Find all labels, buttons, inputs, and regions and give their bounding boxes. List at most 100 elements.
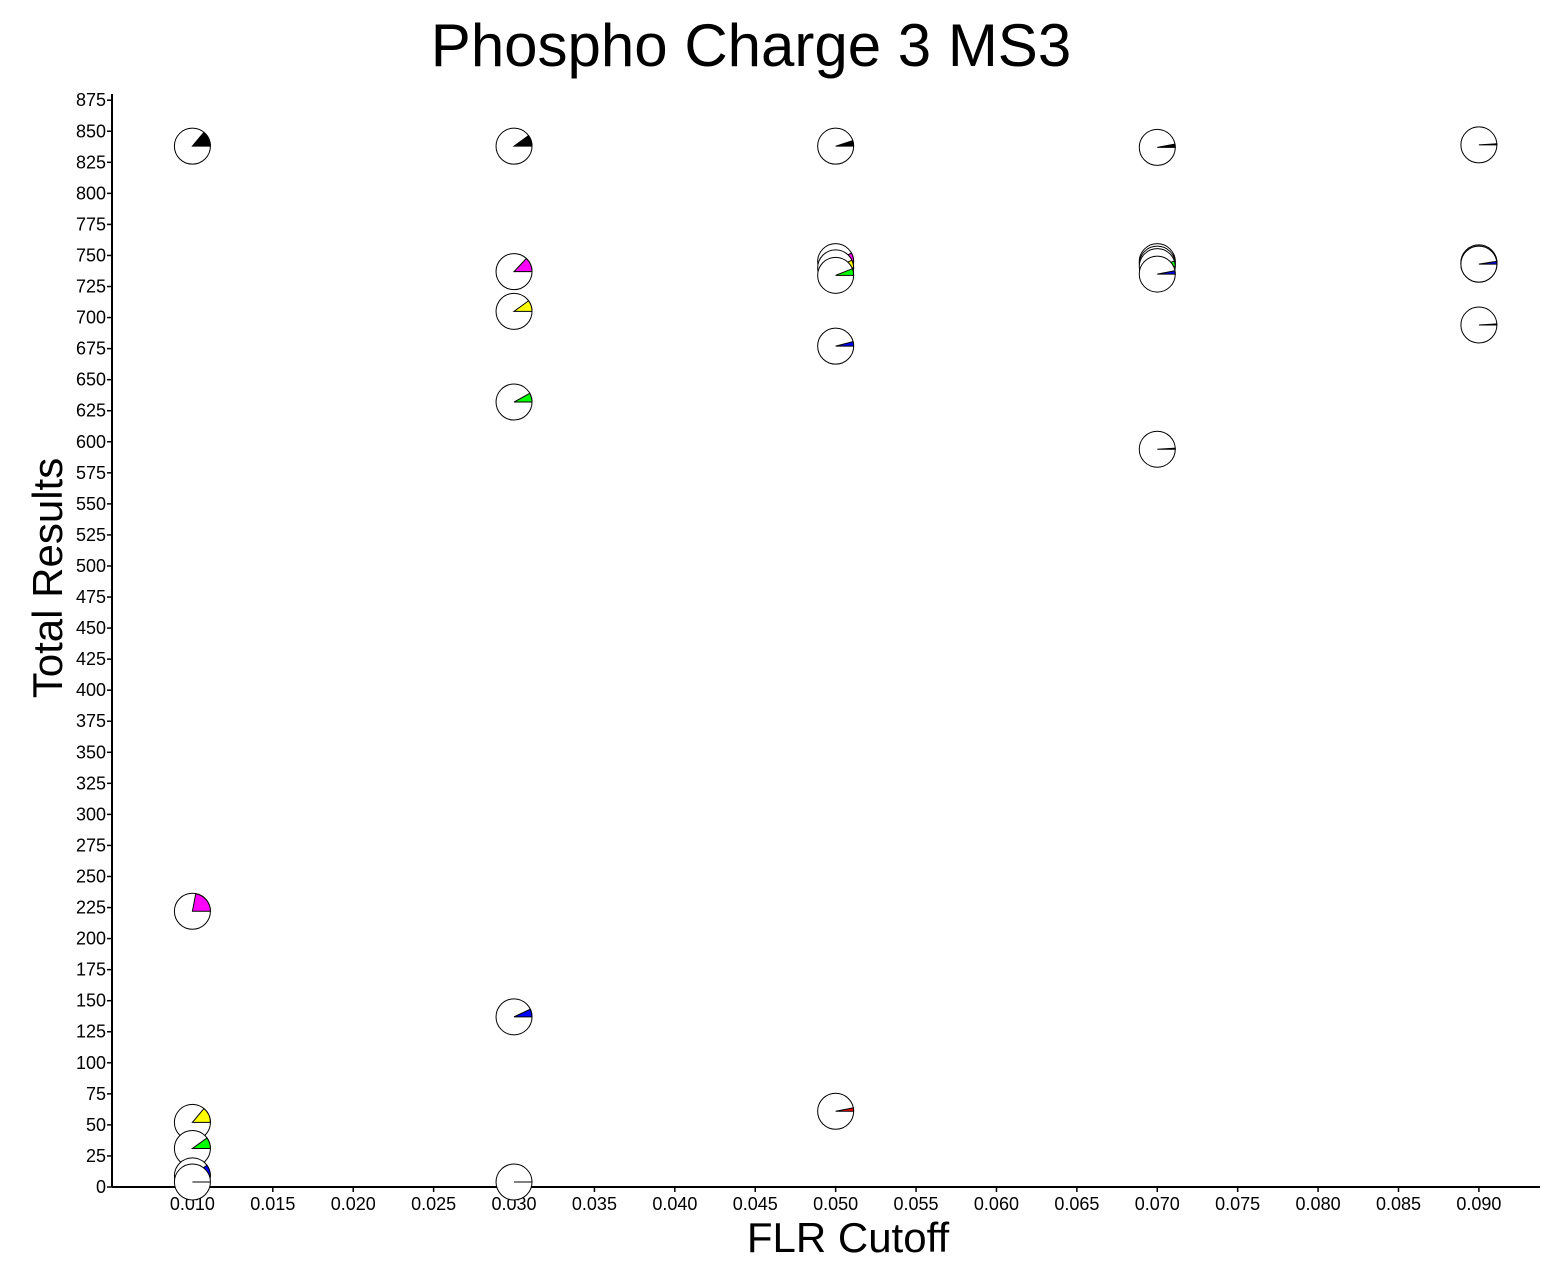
x-tick-label: 0.035 bbox=[572, 1194, 617, 1214]
x-tick-label: 0.050 bbox=[813, 1194, 858, 1214]
y-tick-label: 350 bbox=[76, 742, 106, 762]
y-tick-label: 575 bbox=[76, 463, 106, 483]
pie-marker-slice bbox=[191, 892, 211, 912]
y-tick-label: 875 bbox=[76, 90, 106, 110]
pie-marker-slice bbox=[190, 1137, 211, 1149]
pie-marker-slice bbox=[512, 300, 533, 312]
x-tick-label: 0.090 bbox=[1456, 1194, 1501, 1214]
y-tick-label: 675 bbox=[76, 339, 106, 359]
y-tick-label: 700 bbox=[76, 308, 106, 328]
pie-marker bbox=[495, 383, 533, 421]
pie-marker-slice bbox=[1478, 323, 1498, 326]
y-tick-label: 800 bbox=[76, 183, 106, 203]
x-tick-label: 0.030 bbox=[492, 1194, 537, 1214]
pie-marker bbox=[1138, 128, 1176, 166]
y-tick-label: 150 bbox=[76, 991, 106, 1011]
pie-marker-slice bbox=[835, 139, 855, 147]
y-tick-label: 300 bbox=[76, 804, 106, 824]
y-tick-label: 850 bbox=[76, 121, 106, 141]
x-tick-label: 0.055 bbox=[894, 1194, 939, 1214]
pie-marker bbox=[1138, 255, 1176, 293]
y-tick-label: 825 bbox=[76, 152, 106, 172]
pie-marker bbox=[817, 1092, 855, 1130]
x-axis-ticks: 0.010 0.015 0.020 0.025 0.030 0.035 0.040 0.045… bbox=[170, 1187, 1501, 1214]
pie-marker-slice bbox=[512, 257, 533, 273]
pie-marker-slice bbox=[1478, 260, 1498, 265]
pie-marker bbox=[1460, 245, 1498, 283]
y-tick-label: 225 bbox=[76, 898, 106, 918]
y-tick-label: 750 bbox=[76, 245, 106, 265]
pie-marker-slice bbox=[835, 268, 855, 276]
y-tick-label: 600 bbox=[76, 432, 106, 452]
y-tick-label: 525 bbox=[76, 525, 106, 545]
y-tick-label: 100 bbox=[76, 1053, 106, 1073]
y-tick-label: 200 bbox=[76, 929, 106, 949]
x-tick-label: 0.070 bbox=[1135, 1194, 1180, 1214]
y-tick-label: 775 bbox=[76, 214, 106, 234]
x-tick-label: 0.065 bbox=[1054, 1194, 1099, 1214]
pie-marker bbox=[495, 127, 533, 165]
pie-marker-slice bbox=[835, 1107, 855, 1112]
pie-marker-slice bbox=[513, 392, 533, 403]
pie-marker bbox=[495, 253, 533, 291]
y-tick-label: 175 bbox=[76, 960, 106, 980]
y-tick-label: 250 bbox=[76, 866, 106, 886]
y-tick-label: 725 bbox=[76, 277, 106, 297]
y-tick-label: 50 bbox=[86, 1115, 106, 1135]
pie-marker bbox=[173, 127, 211, 165]
pie-marker bbox=[173, 1103, 211, 1141]
pie-marker bbox=[817, 327, 855, 365]
y-tick-label: 425 bbox=[76, 649, 106, 669]
pie-marker-slice bbox=[1157, 143, 1176, 148]
y-tick-label: 475 bbox=[76, 587, 106, 607]
x-tick-label: 0.020 bbox=[331, 1194, 376, 1214]
x-tick-label: 0.075 bbox=[1215, 1194, 1260, 1214]
pie-markers bbox=[173, 126, 1498, 1201]
x-tick-label: 0.025 bbox=[411, 1194, 456, 1214]
y-tick-label: 0 bbox=[96, 1177, 106, 1197]
pie-marker bbox=[173, 892, 211, 930]
pie-marker-slice bbox=[1478, 143, 1498, 146]
pie-marker bbox=[495, 998, 533, 1036]
x-tick-label: 0.060 bbox=[974, 1194, 1019, 1214]
x-tick-label: 0.085 bbox=[1376, 1194, 1421, 1214]
pie-marker-slice bbox=[191, 1107, 211, 1123]
y-tick-label: 125 bbox=[76, 1022, 106, 1042]
x-tick-label: 0.015 bbox=[250, 1194, 295, 1214]
pie-marker bbox=[173, 1163, 211, 1201]
pie-marker bbox=[1460, 306, 1498, 344]
pie-marker-slice bbox=[835, 341, 855, 347]
pie-marker bbox=[817, 256, 855, 294]
x-tick-label: 0.080 bbox=[1296, 1194, 1341, 1214]
y-tick-label: 325 bbox=[76, 773, 106, 793]
pie-marker bbox=[1460, 126, 1498, 164]
pie-marker bbox=[817, 127, 855, 165]
x-tick-label: 0.010 bbox=[170, 1194, 215, 1214]
y-tick-label: 275 bbox=[76, 835, 106, 855]
y-axis-label: Total Results bbox=[24, 458, 71, 698]
pie-marker-slice bbox=[1157, 447, 1176, 450]
y-tick-label: 400 bbox=[76, 680, 106, 700]
y-axis-ticks: 0 25 50 75 100 125 150 175 200 225 250 275 300 325 350… bbox=[76, 90, 112, 1197]
pie-marker-slice bbox=[1157, 270, 1176, 275]
y-tick-label: 25 bbox=[86, 1146, 106, 1166]
x-tick-label: 0.040 bbox=[652, 1194, 697, 1214]
pie-marker bbox=[495, 1163, 533, 1201]
y-tick-label: 625 bbox=[76, 401, 106, 421]
x-tick-label: 0.045 bbox=[733, 1194, 778, 1214]
pie-marker bbox=[495, 292, 533, 330]
y-tick-label: 375 bbox=[76, 711, 106, 731]
y-tick-label: 75 bbox=[86, 1084, 106, 1104]
x-axis-label: FLR Cutoff bbox=[747, 1214, 950, 1261]
y-tick-label: 450 bbox=[76, 618, 106, 638]
y-tick-label: 500 bbox=[76, 556, 106, 576]
chart-title: Phospho Charge 3 MS3 bbox=[431, 12, 1071, 79]
pie-marker-slice bbox=[512, 134, 533, 147]
pie-marker-slice bbox=[513, 1008, 533, 1018]
y-tick-label: 650 bbox=[76, 370, 106, 390]
pie-marker-slice bbox=[191, 131, 211, 147]
pie-marker bbox=[173, 1129, 211, 1167]
y-tick-label: 550 bbox=[76, 494, 106, 514]
pie-marker bbox=[1138, 430, 1176, 468]
